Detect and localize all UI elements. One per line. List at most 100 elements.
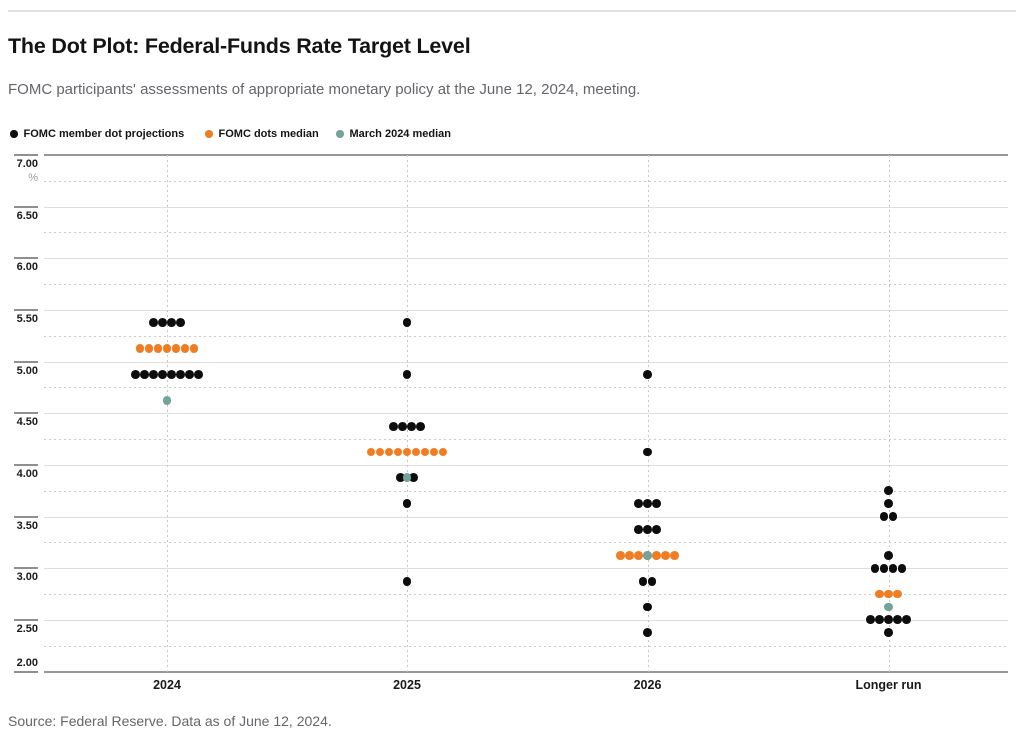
y-axis-label: 2.50 bbox=[16, 622, 38, 635]
march-median-dot bbox=[884, 602, 893, 612]
y-axis-tick bbox=[14, 463, 38, 466]
gridline-major bbox=[44, 361, 1008, 363]
march_median-dot-icon bbox=[336, 130, 344, 138]
fomc-member-dot bbox=[634, 525, 643, 534]
fomc-member-dot bbox=[652, 499, 661, 509]
gridline-minor bbox=[44, 439, 1008, 441]
median-dot bbox=[625, 550, 634, 560]
fomc-member-dot bbox=[879, 563, 889, 573]
legend-label: FOMC dots median bbox=[218, 128, 319, 140]
median-dot bbox=[384, 447, 394, 457]
fomc-member-dot bbox=[402, 370, 412, 379]
gridline-minor bbox=[44, 542, 1008, 544]
category-guide-line-2025 bbox=[407, 155, 408, 672]
fomc-member-dot bbox=[643, 447, 652, 457]
fomc-member-dot bbox=[888, 563, 898, 573]
fomc-member-dot bbox=[194, 370, 203, 379]
y-axis-tick bbox=[14, 257, 38, 260]
y-axis-label: 6.50 bbox=[16, 209, 38, 222]
fomc-member-dot bbox=[407, 421, 416, 431]
median-dot bbox=[162, 344, 172, 354]
median-dot bbox=[670, 550, 679, 560]
y-axis-tick bbox=[14, 412, 38, 415]
median-dot bbox=[420, 447, 430, 457]
fomc-member-dot bbox=[866, 615, 875, 625]
fomc-member-dot bbox=[416, 421, 425, 431]
fomc-member-dot bbox=[652, 525, 661, 534]
y-axis-tick bbox=[14, 154, 38, 156]
gridline-major bbox=[44, 568, 1008, 570]
y-axis-label: 5.50 bbox=[16, 312, 38, 325]
x-axis-label-2026: 2026 bbox=[633, 677, 662, 692]
fomc-member-dot bbox=[396, 473, 405, 483]
chart-title: The Dot Plot: Federal-Funds Rate Target … bbox=[8, 34, 471, 58]
y-axis-tick bbox=[14, 515, 38, 518]
fomc-member-dot bbox=[647, 576, 657, 586]
y-axis-label: 2.00 bbox=[16, 656, 38, 669]
y-axis-tick bbox=[14, 205, 38, 208]
fomc-member-dot bbox=[893, 615, 902, 625]
median-dot bbox=[144, 344, 154, 354]
march-median-dot bbox=[162, 395, 172, 405]
x-axis-label-longer-run: Longer run bbox=[855, 677, 922, 692]
gridline-major bbox=[44, 309, 1008, 311]
fomc-member-dot bbox=[634, 499, 643, 509]
gridline-minor bbox=[44, 284, 1008, 286]
median-dot bbox=[189, 344, 199, 354]
y-axis-label: 3.50 bbox=[16, 519, 38, 532]
y-axis-label: 4.50 bbox=[16, 416, 38, 429]
fomc-member-dot bbox=[158, 370, 167, 379]
gridline-top bbox=[44, 154, 1008, 156]
gridline-major bbox=[44, 206, 1008, 208]
fomc-member-dot bbox=[643, 602, 652, 612]
fomc-member-dot bbox=[158, 318, 167, 328]
legend-item-median: FOMC dots median bbox=[205, 126, 319, 142]
fomc-member-dot bbox=[643, 628, 652, 638]
legend-item-march_median: March 2024 median bbox=[336, 126, 451, 142]
legend-label: FOMC member dot projections bbox=[23, 128, 185, 140]
median-dot bbox=[411, 447, 421, 457]
fomc-member-dot bbox=[185, 370, 194, 379]
gridline-major bbox=[44, 464, 1008, 466]
gridline-minor bbox=[44, 490, 1008, 492]
x-axis-label-2025: 2025 bbox=[393, 677, 421, 692]
fomc-member-dot bbox=[884, 628, 893, 638]
y-axis-label: 7.00 bbox=[16, 158, 38, 170]
y-axis-tick bbox=[14, 567, 38, 570]
y-axis-label: 4.00 bbox=[16, 467, 38, 480]
gridline-major bbox=[44, 619, 1008, 621]
source-note: Source: Federal Reserve. Data as of June… bbox=[8, 713, 332, 729]
fomc-member-dot bbox=[888, 512, 898, 521]
gridline-minor bbox=[44, 645, 1008, 647]
fomc-member-dot bbox=[131, 370, 140, 379]
gridline-minor bbox=[44, 387, 1008, 389]
median-dot bbox=[180, 344, 190, 354]
y-axis-tick bbox=[14, 618, 38, 621]
gridline-minor bbox=[44, 335, 1008, 337]
median-dot bbox=[429, 447, 439, 457]
fomc-member-dot bbox=[884, 499, 893, 509]
gridline-major bbox=[44, 258, 1008, 260]
median-dot-icon bbox=[205, 130, 213, 138]
median-dot bbox=[393, 447, 403, 457]
fomc-member-dot bbox=[643, 370, 652, 379]
member-dot-icon bbox=[10, 130, 18, 138]
x-axis-label-2024: 2024 bbox=[153, 677, 181, 692]
fomc-member-dot bbox=[884, 550, 893, 560]
fomc-member-dot bbox=[643, 525, 652, 534]
category-guide-line-longer-run bbox=[888, 155, 890, 672]
median-dot bbox=[884, 589, 893, 599]
fomc-member-dot bbox=[409, 473, 418, 483]
fomc-member-dot bbox=[879, 512, 889, 521]
legend-item-member: FOMC member dot projections bbox=[10, 126, 184, 142]
fomc-member-dot bbox=[149, 370, 158, 379]
median-dot bbox=[153, 344, 163, 354]
median-dot bbox=[438, 447, 448, 457]
fomc-member-dot bbox=[902, 615, 911, 625]
median-dot bbox=[652, 550, 661, 560]
march-median-dot bbox=[643, 550, 652, 560]
gridline-minor bbox=[44, 232, 1008, 234]
fomc-member-dot bbox=[398, 421, 407, 431]
gridline-minor bbox=[44, 180, 1008, 182]
